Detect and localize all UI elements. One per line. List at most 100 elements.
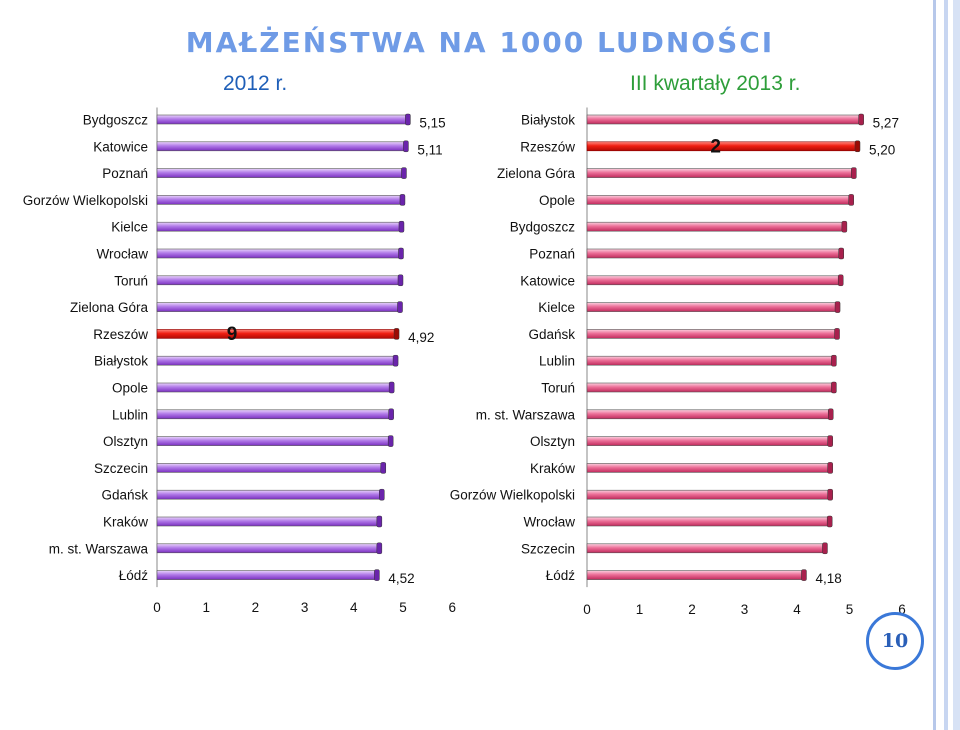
left-data-label: 4,52 xyxy=(388,571,414,586)
left-bar xyxy=(156,409,390,420)
left-bar xyxy=(156,168,403,178)
right-bar-cap xyxy=(838,247,844,260)
right-category-label: Kielce xyxy=(538,300,575,315)
right-category-label: Poznań xyxy=(529,247,575,262)
right-category-label: m. st. Warszawa xyxy=(476,407,576,422)
right-bar xyxy=(586,248,841,259)
right-x-tick-label: 6 xyxy=(898,602,906,617)
right-chart-subtitle: III kwartały 2013 r. xyxy=(630,72,801,95)
left-category-label: Gdańsk xyxy=(101,488,148,503)
right-bar-cap xyxy=(854,140,861,153)
left-bar-cap xyxy=(388,408,394,421)
right-bar-cap xyxy=(831,381,837,394)
left-data-label: 4,92 xyxy=(408,330,434,345)
left-category-label: Olsztyn xyxy=(103,434,148,449)
left-bar-cap xyxy=(399,194,406,206)
right-bar xyxy=(586,409,830,420)
page-title: MAŁŻEŃSTWA NA 1000 LUDNOŚCI xyxy=(185,26,775,59)
right-bar-cap xyxy=(822,542,828,555)
right-bar xyxy=(586,141,857,152)
right-bar-cap xyxy=(801,569,807,581)
left-category-label: Zielona Góra xyxy=(70,300,149,315)
left-bar-cap xyxy=(401,167,407,179)
left-bar-cap xyxy=(393,328,400,340)
right-x-tick-label: 5 xyxy=(846,602,854,617)
left-bar xyxy=(156,543,379,554)
left-bar-cap xyxy=(392,354,399,367)
left-category-label: Toruń xyxy=(114,273,148,288)
right-bar-cap xyxy=(827,462,833,474)
right-category-label: Toruń xyxy=(541,381,575,396)
left-bar xyxy=(156,221,401,232)
left-bar xyxy=(156,141,405,152)
left-x-tick-label: 3 xyxy=(301,600,309,615)
left-data-label: 5,11 xyxy=(417,142,442,157)
right-category-label: Białystok xyxy=(521,113,575,128)
left-rank-label: 9 xyxy=(227,324,238,345)
right-bar xyxy=(586,489,829,500)
right-category-label: Kraków xyxy=(530,461,575,476)
right-category-label: Wrocław xyxy=(523,515,575,530)
right-data-label: 5,27 xyxy=(873,116,899,131)
left-bar-cap xyxy=(397,301,403,313)
right-bar-cap xyxy=(831,354,837,367)
right-category-label: Rzeszów xyxy=(520,139,575,154)
left-category-label: Opole xyxy=(112,381,148,396)
right-x-tick-label: 3 xyxy=(741,602,749,617)
right-bar-cap xyxy=(834,301,841,313)
right-category-label: Zielona Góra xyxy=(497,166,576,181)
left-bar-cap xyxy=(380,462,387,474)
right-edge-stripe-1 xyxy=(933,0,936,730)
left-bar xyxy=(156,195,402,205)
right-edge-stripe-2 xyxy=(944,0,948,730)
right-bar xyxy=(586,463,829,473)
right-bar xyxy=(586,355,833,366)
left-category-label: Poznań xyxy=(102,166,148,181)
left-category-label: Rzeszów xyxy=(93,327,148,342)
left-bar xyxy=(156,463,383,473)
left-category-label: Kraków xyxy=(103,515,148,530)
left-bar-cap xyxy=(398,247,404,260)
right-category-label: Opole xyxy=(539,193,575,208)
right-x-tick-label: 2 xyxy=(688,602,696,617)
right-category-label: Gorzów Wielkopolski xyxy=(450,488,575,503)
right-bar xyxy=(586,436,829,446)
left-bar-cap xyxy=(403,140,409,153)
left-category-label: Białystok xyxy=(94,354,148,369)
left-category-label: Wrocław xyxy=(96,247,148,262)
left-bar-cap xyxy=(376,542,383,555)
right-category-label: Gdańsk xyxy=(528,327,575,342)
right-category-label: Lublin xyxy=(539,354,575,369)
right-bar-cap xyxy=(827,488,833,501)
left-bar xyxy=(156,302,399,312)
right-x-tick-label: 0 xyxy=(583,602,591,617)
right-bar-cap xyxy=(826,515,833,528)
left-category-label: Bydgoszcz xyxy=(83,113,149,128)
left-x-tick-label: 6 xyxy=(448,600,456,615)
right-bar-cap xyxy=(827,435,833,447)
left-bar-cap xyxy=(398,220,405,233)
left-x-tick-label: 1 xyxy=(202,600,210,615)
left-x-tick-label: 0 xyxy=(153,600,161,615)
left-bar-cap xyxy=(379,488,385,501)
right-bar xyxy=(586,168,853,178)
right-bar-cap xyxy=(827,408,834,421)
right-bar xyxy=(586,543,824,554)
left-bar xyxy=(156,382,391,393)
right-category-label: Łódź xyxy=(546,568,576,583)
right-bar xyxy=(586,302,837,312)
right-bar xyxy=(586,275,840,286)
right-bar-cap xyxy=(834,328,840,340)
left-bar xyxy=(156,516,379,527)
left-category-label: Szczecin xyxy=(94,461,148,476)
left-category-label: Łódź xyxy=(119,568,149,583)
left-bar xyxy=(156,329,396,339)
right-bar xyxy=(586,329,836,339)
left-bar-chart: Bydgoszcz Katowice Poznań Gorzów Wielkopols… xyxy=(23,107,456,615)
right-bar xyxy=(586,570,803,580)
right-x-tick-label: 4 xyxy=(793,602,801,617)
right-data-label: 4,18 xyxy=(815,571,841,586)
right-bar-cap xyxy=(858,113,864,126)
left-bar xyxy=(156,489,381,500)
right-bar xyxy=(586,195,851,205)
